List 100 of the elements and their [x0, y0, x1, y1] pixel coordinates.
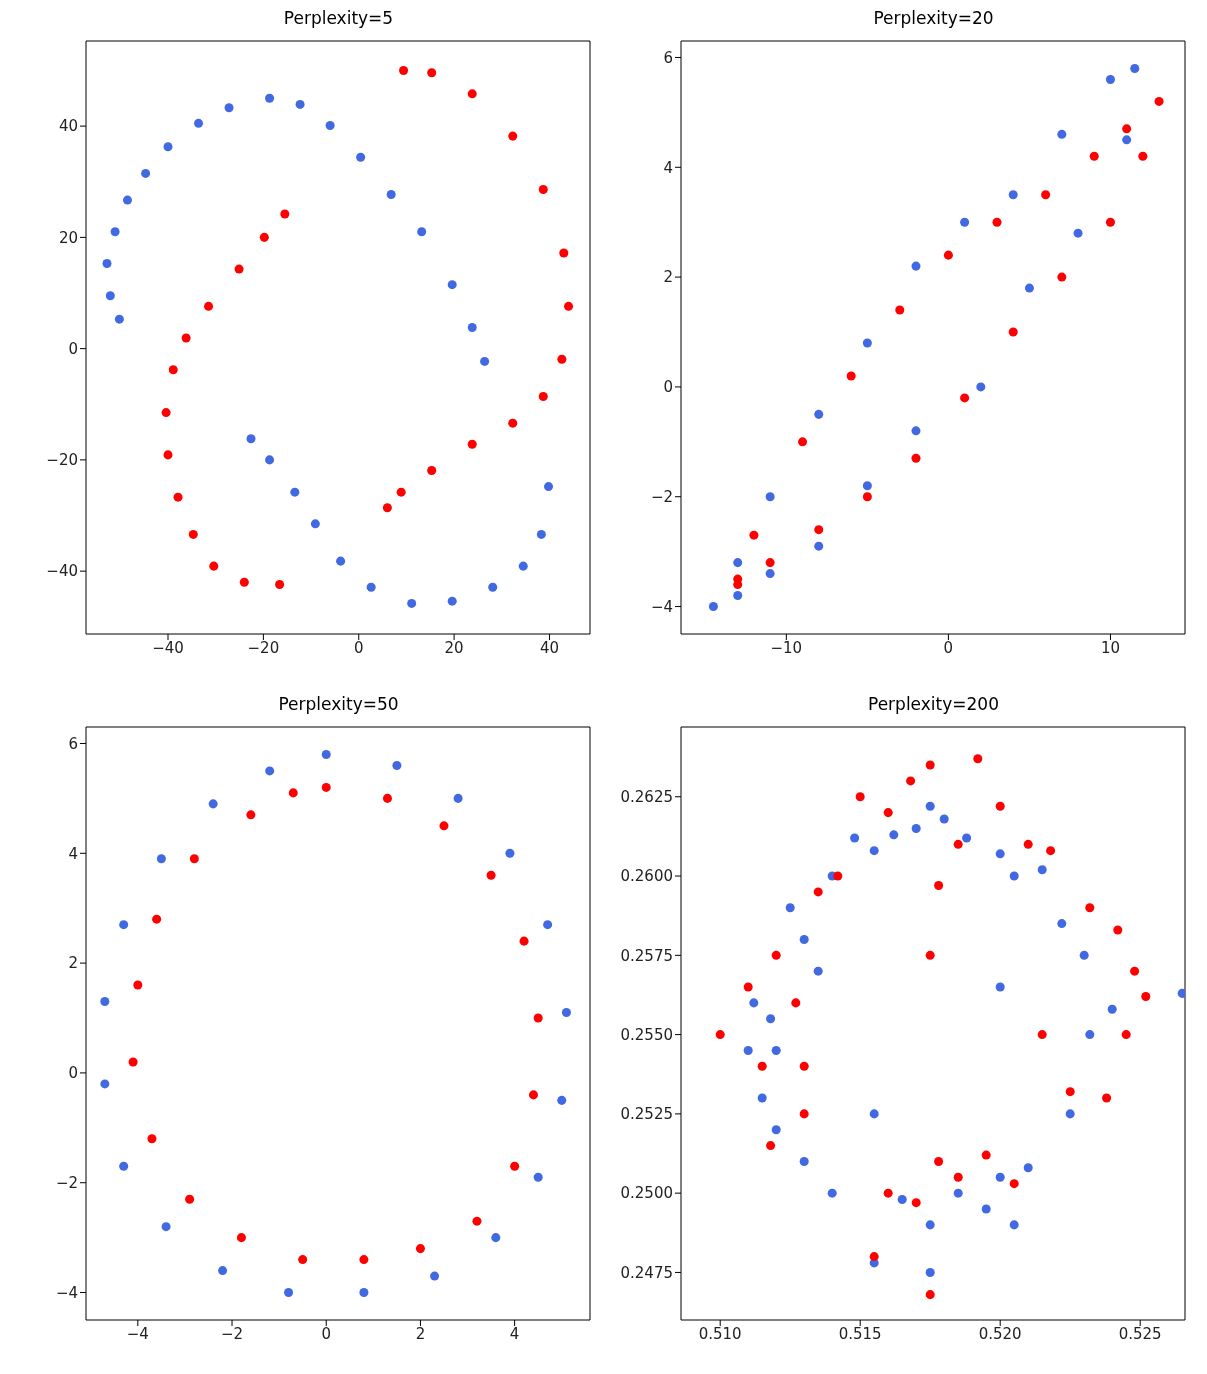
point — [102, 259, 112, 269]
y-tick-label: 0.2625 — [620, 788, 673, 807]
y-tick-label: 40 — [58, 117, 78, 136]
point — [557, 354, 567, 364]
point — [813, 887, 823, 897]
point — [366, 582, 376, 592]
point — [110, 227, 120, 237]
point — [1105, 217, 1115, 227]
point — [1057, 272, 1067, 282]
point — [973, 754, 983, 764]
point — [265, 455, 275, 465]
point — [163, 450, 173, 460]
point — [869, 1109, 879, 1119]
point — [259, 232, 269, 242]
point — [280, 209, 290, 219]
point — [557, 1095, 567, 1105]
point — [173, 492, 183, 502]
point — [265, 766, 275, 776]
point — [447, 280, 457, 290]
point — [708, 602, 718, 612]
point — [246, 810, 256, 820]
x-tick-label: 4 — [509, 1324, 520, 1343]
point — [508, 418, 518, 428]
point — [1009, 871, 1019, 881]
point — [925, 801, 935, 811]
point — [467, 89, 477, 99]
point — [133, 980, 143, 990]
point — [543, 920, 553, 930]
point — [382, 793, 392, 803]
point — [883, 1188, 893, 1198]
point — [850, 833, 860, 843]
x-tick-label: −10 — [770, 638, 803, 657]
point — [161, 408, 171, 418]
chart-title: Perplexity=50 — [277, 694, 400, 716]
x-tick-label: 40 — [539, 638, 560, 657]
point — [995, 801, 1005, 811]
point — [209, 561, 219, 571]
point — [981, 1204, 991, 1214]
point — [152, 914, 162, 924]
y-tick-label: −4 — [55, 1283, 78, 1302]
point — [310, 519, 320, 529]
point — [976, 382, 986, 392]
point — [995, 1172, 1005, 1182]
point — [799, 1061, 809, 1071]
point — [415, 1244, 425, 1254]
point — [356, 152, 366, 162]
point — [911, 453, 921, 463]
x-tick-label: 0 — [943, 638, 954, 657]
point — [981, 1150, 991, 1160]
y-tick-label: 0.2475 — [620, 1263, 673, 1282]
x-tick-label: −40 — [152, 638, 184, 657]
point — [765, 569, 775, 579]
point — [1046, 846, 1056, 856]
point — [417, 227, 427, 237]
point — [396, 487, 406, 497]
point — [883, 808, 893, 818]
y-tick-label: 0.2575 — [620, 946, 673, 965]
point — [1089, 151, 1099, 161]
point — [925, 760, 935, 770]
x-tick-label: −4 — [126, 1324, 149, 1343]
point — [295, 99, 305, 109]
point — [467, 322, 477, 332]
y-tick-label: 0.2600 — [620, 867, 673, 886]
point — [427, 68, 437, 78]
point — [122, 195, 132, 205]
point — [925, 1267, 935, 1277]
point — [564, 301, 574, 311]
point — [911, 1198, 921, 1208]
point — [1085, 1030, 1095, 1040]
point — [1008, 327, 1018, 337]
point — [528, 1090, 538, 1100]
point — [862, 481, 872, 491]
point — [1105, 74, 1115, 84]
point — [1079, 950, 1089, 960]
point — [290, 487, 300, 497]
point — [538, 391, 548, 401]
x-tick-label: 0.510 — [698, 1324, 742, 1343]
chart-title: Perplexity=5 — [282, 8, 395, 30]
point — [733, 591, 743, 601]
point — [749, 530, 759, 540]
point — [447, 596, 457, 606]
point — [439, 821, 449, 831]
point — [771, 1045, 781, 1055]
point — [430, 1271, 440, 1281]
point — [359, 1288, 369, 1298]
y-tick-label: 0.2550 — [620, 1025, 673, 1044]
point — [771, 950, 781, 960]
point — [906, 776, 916, 786]
point — [1130, 966, 1140, 976]
point — [185, 1194, 195, 1204]
point — [785, 903, 795, 913]
point — [453, 793, 463, 803]
point — [544, 482, 554, 492]
point — [204, 301, 214, 311]
point — [100, 1079, 110, 1089]
y-tick-label: 4 — [663, 158, 673, 177]
point — [889, 830, 899, 840]
point — [234, 264, 244, 274]
point — [1041, 190, 1051, 200]
point — [934, 1156, 944, 1166]
